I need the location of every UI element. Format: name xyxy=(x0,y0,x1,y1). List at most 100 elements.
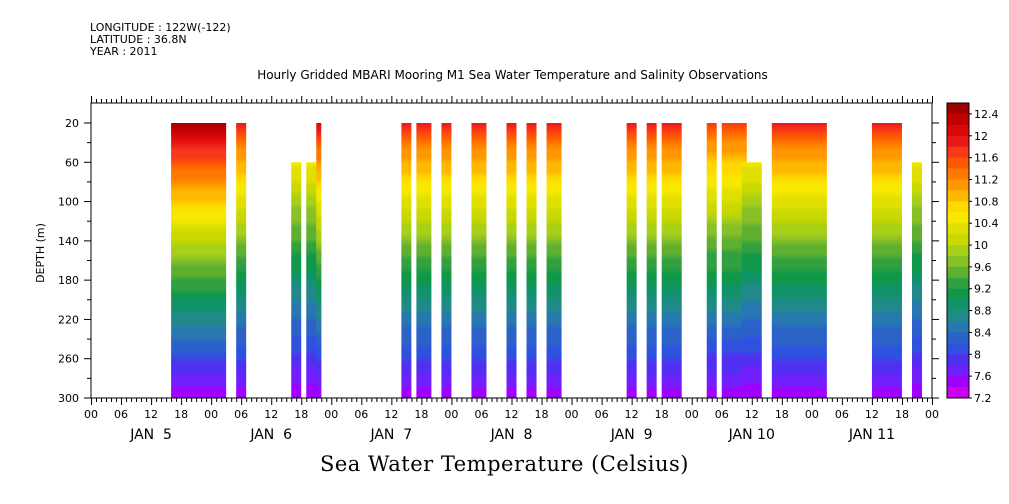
data-segment xyxy=(646,123,657,398)
colorbar-label: 8 xyxy=(974,348,981,361)
x-day-label: JAN 6 xyxy=(249,427,292,443)
x-hour-label: 18 xyxy=(895,408,909,421)
x-hour-label: 06 xyxy=(234,408,248,421)
y-tick-label: 260 xyxy=(58,353,79,366)
data-segment xyxy=(546,123,562,398)
colorbar-box xyxy=(947,255,969,268)
data-segment xyxy=(871,123,902,398)
y-tick-label: 300 xyxy=(58,392,79,405)
data-segment xyxy=(661,123,682,398)
x-day-label: JAN 8 xyxy=(490,427,533,443)
x-hour-label: 18 xyxy=(294,408,308,421)
data-segment xyxy=(706,123,717,398)
colorbar-box xyxy=(947,146,969,158)
data-segment xyxy=(441,123,452,398)
x-hour-label: 00 xyxy=(84,408,98,421)
data-segment xyxy=(471,123,487,398)
colorbar-box xyxy=(947,234,969,246)
x-day-label: JAN 9 xyxy=(610,427,653,443)
colorbar-box xyxy=(947,266,969,279)
colorbar-label: 12 xyxy=(974,130,988,143)
colorbar-box xyxy=(947,157,969,169)
data-segment xyxy=(626,123,637,398)
metadata-block: LONGITUDE : 122W(-122) LATITUDE : 36.8N … xyxy=(90,22,231,58)
data-segment xyxy=(506,123,517,398)
colorbar-label: 10 xyxy=(974,239,988,252)
x-hour-label: 12 xyxy=(625,408,639,421)
colorbar-box xyxy=(947,113,969,126)
colorbar-box xyxy=(947,103,969,115)
x-hour-label: 06 xyxy=(835,408,849,421)
data-segment xyxy=(771,123,827,398)
y-tick-label: 100 xyxy=(58,196,79,209)
colorbar-label: 8.4 xyxy=(974,326,992,339)
x-day-label: JAN 5 xyxy=(129,427,172,443)
x-hour-label: 00 xyxy=(685,408,699,421)
colorbar-box xyxy=(947,245,969,257)
data-segment xyxy=(401,123,412,398)
x-hour-label: 00 xyxy=(565,408,579,421)
x-hour-label: 00 xyxy=(925,408,939,421)
colorbar-title: Sea Water Temperature (Celsius) xyxy=(319,452,689,476)
colorbar-box xyxy=(947,124,969,137)
colorbar-box xyxy=(947,376,969,388)
colorbar-label: 11.2 xyxy=(974,173,999,186)
y-tick-label: 20 xyxy=(65,117,79,130)
data-segment xyxy=(291,162,302,398)
chart-title: Hourly Gridded MBARI Mooring M1 Sea Wate… xyxy=(257,68,768,82)
colorbar-label: 12.4 xyxy=(974,108,999,121)
x-hour-label: 12 xyxy=(505,408,519,421)
colorbar-box xyxy=(947,190,969,202)
colorbar-box xyxy=(947,365,969,377)
colorbar-box xyxy=(947,343,969,355)
x-hour-label: 00 xyxy=(805,408,819,421)
colorbar-frame xyxy=(946,102,970,399)
colorbar-box xyxy=(947,135,969,148)
data-segment xyxy=(526,123,537,398)
colorbar-box xyxy=(947,299,969,311)
colorbar-box xyxy=(947,354,969,366)
colorbar-label: 9.6 xyxy=(974,261,992,274)
y-tick-label: 180 xyxy=(58,274,79,287)
x-day-label: JAN 11 xyxy=(848,427,895,443)
colorbar-label: 10.4 xyxy=(974,217,999,230)
x-hour-label: 18 xyxy=(535,408,549,421)
colorbar-label: 10.8 xyxy=(974,195,999,208)
latitude-label: LATITUDE : 36.8N xyxy=(90,33,187,46)
colorbar-box xyxy=(947,387,969,399)
x-hour-label: 12 xyxy=(264,408,278,421)
colorbar-box xyxy=(947,212,969,224)
x-hour-label: 06 xyxy=(474,408,488,421)
colorbar-label: 11.6 xyxy=(974,152,999,165)
x-hour-label: 06 xyxy=(715,408,729,421)
colorbar-box xyxy=(947,277,969,290)
x-hour-label: 06 xyxy=(354,408,368,421)
colorbar-box xyxy=(947,310,969,322)
x-day-label: JAN 7 xyxy=(369,427,412,443)
x-hour-label: 12 xyxy=(144,408,158,421)
colorbar-box xyxy=(947,201,969,213)
colorbar-box xyxy=(947,321,969,333)
x-hour-label: 18 xyxy=(655,408,669,421)
colorbar-label: 8.8 xyxy=(974,305,992,318)
x-hour-label: 06 xyxy=(595,408,609,421)
x-hour-label: 18 xyxy=(775,408,789,421)
data-segment xyxy=(911,162,922,398)
x-hour-label: 12 xyxy=(865,408,879,421)
colorbar-box xyxy=(947,168,969,180)
x-hour-label: 00 xyxy=(204,408,218,421)
colorbar-box xyxy=(947,288,969,300)
data-segment xyxy=(236,123,247,398)
x-hour-label: 18 xyxy=(414,408,428,421)
colorbar-label: 7.2 xyxy=(974,392,992,405)
y-tick-label: 220 xyxy=(58,313,79,326)
colorbar-box xyxy=(947,332,969,344)
y-tick-label: 60 xyxy=(65,156,79,169)
data-segment xyxy=(316,123,322,398)
x-hour-label: 12 xyxy=(384,408,398,421)
x-hour-label: 12 xyxy=(745,408,759,421)
x-hour-label: 06 xyxy=(114,408,128,421)
x-day-label: JAN 10 xyxy=(728,427,775,443)
colorbar-box xyxy=(947,179,969,191)
y-tick-label: 140 xyxy=(58,235,79,248)
